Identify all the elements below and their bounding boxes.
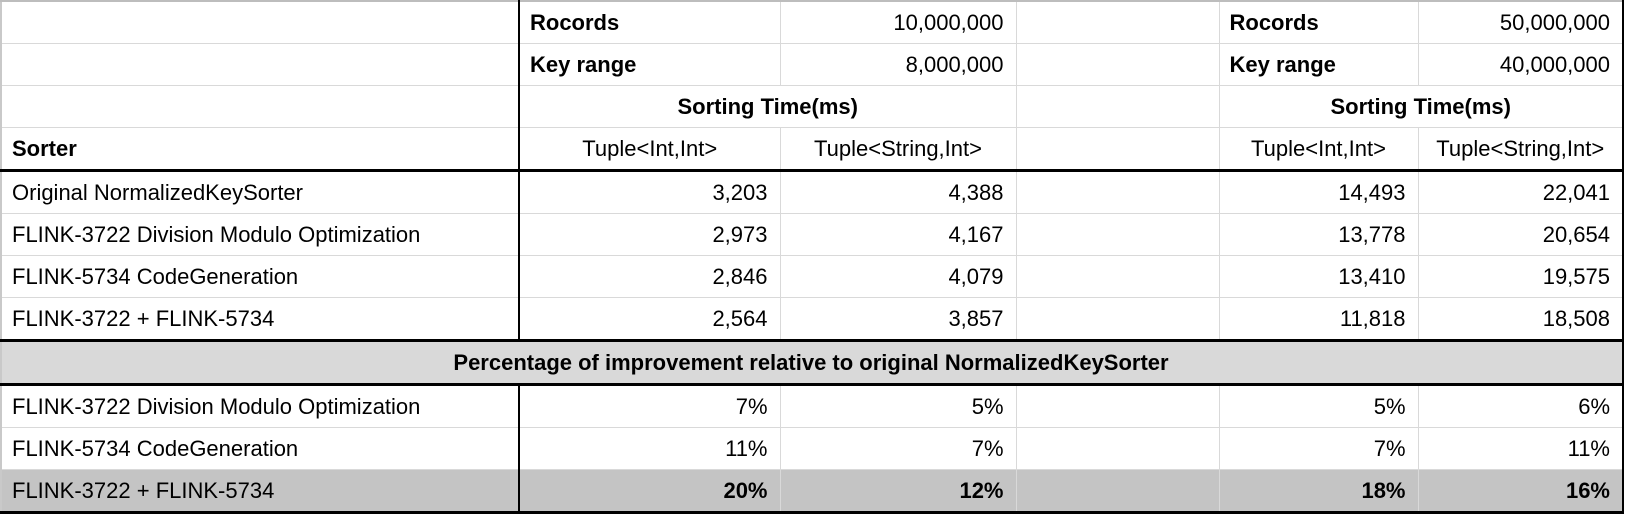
spacer-cell (1015, 297, 1220, 342)
empty-cell (0, 43, 520, 86)
tuple-int-header-right: Tuple<Int,Int> (1218, 127, 1419, 172)
records-label-left: Rocords (518, 0, 781, 44)
improvement-band-row: Percentage of improvement relative to or… (0, 339, 1624, 386)
spacer-cell (1015, 43, 1220, 86)
timing-value-cell: 4,167 (779, 213, 1017, 256)
improvement-value-cell: 5% (779, 384, 1017, 428)
records-value-right: 50,000,000 (1417, 0, 1624, 44)
empty-cell (0, 85, 520, 128)
tuple-int-header-left: Tuple<Int,Int> (518, 127, 781, 172)
timing-row: FLINK-5734 CodeGeneration 2,846 4,079 13… (0, 255, 1624, 298)
improvement-band-title: Percentage of improvement relative to or… (0, 339, 1624, 386)
tuple-string-header-right: Tuple<String,Int> (1417, 127, 1624, 172)
column-header-row: Sorter Tuple<Int,Int> Tuple<String,Int> … (0, 127, 1624, 172)
sorter-name-cell: Original NormalizedKeySorter (0, 170, 520, 214)
spacer-cell (1015, 213, 1220, 256)
sorter-name-cell: FLINK-5734 CodeGeneration (0, 255, 520, 298)
timing-value-cell: 13,778 (1218, 213, 1419, 256)
improvement-value-cell: 11% (518, 427, 781, 470)
timing-value-cell: 3,857 (779, 297, 1017, 342)
sorter-name-cell: FLINK-5734 CodeGeneration (0, 427, 520, 470)
spacer-cell (1015, 255, 1220, 298)
spacer-cell (1015, 427, 1220, 470)
improvement-row-highlighted: FLINK-3722 + FLINK-5734 20% 12% 18% 16% (0, 469, 1624, 514)
spacer-cell (1015, 127, 1220, 172)
improvement-value-cell: 18% (1218, 469, 1419, 514)
spacer-cell (1015, 0, 1220, 44)
improvement-value-cell: 12% (779, 469, 1017, 514)
improvement-row: FLINK-3722 Division Modulo Optimization … (0, 384, 1624, 428)
sorting-time-header-left: Sorting Time(ms) (518, 85, 1017, 128)
improvement-value-cell: 7% (779, 427, 1017, 470)
spacer-cell (1015, 85, 1220, 128)
key-range-label-left: Key range (518, 43, 781, 86)
improvement-value-cell: 5% (1218, 384, 1419, 428)
timing-value-cell: 2,846 (518, 255, 781, 298)
sorter-name-cell: FLINK-3722 Division Modulo Optimization (0, 213, 520, 256)
improvement-value-cell: 7% (518, 384, 781, 428)
timing-value-cell: 2,973 (518, 213, 781, 256)
timing-value-cell: 19,575 (1417, 255, 1624, 298)
sorter-name-cell: FLINK-3722 Division Modulo Optimization (0, 384, 520, 428)
improvement-value-cell: 20% (518, 469, 781, 514)
key-range-value-left: 8,000,000 (779, 43, 1017, 86)
timing-value-cell: 20,654 (1417, 213, 1624, 256)
key-range-label-right: Key range (1218, 43, 1419, 86)
timing-value-cell: 2,564 (518, 297, 781, 342)
timing-value-cell: 14,493 (1218, 170, 1419, 214)
sorter-header: Sorter (0, 127, 520, 172)
sorter-name-cell: FLINK-3722 + FLINK-5734 (0, 297, 520, 342)
spacer-cell (1015, 384, 1220, 428)
spacer-cell (1015, 469, 1220, 514)
improvement-value-cell: 7% (1218, 427, 1419, 470)
timing-row: FLINK-3722 Division Modulo Optimization … (0, 213, 1624, 256)
gridline-cell (1417, 512, 1624, 514)
improvement-value-cell: 6% (1417, 384, 1624, 428)
key-range-value-right: 40,000,000 (1417, 43, 1624, 86)
tuple-string-header-left: Tuple<String,Int> (779, 127, 1017, 172)
records-label-right: Rocords (1218, 0, 1419, 44)
sorting-time-header-right: Sorting Time(ms) (1218, 85, 1624, 128)
timing-value-cell: 4,388 (779, 170, 1017, 214)
timing-value-cell: 4,079 (779, 255, 1017, 298)
spacer-cell (1015, 170, 1220, 214)
records-value-left: 10,000,000 (779, 0, 1017, 44)
timing-value-cell: 13,410 (1218, 255, 1419, 298)
partial-gridline-row (0, 512, 1624, 514)
timing-row: FLINK-3722 + FLINK-5734 2,564 3,857 11,8… (0, 297, 1624, 342)
improvement-value-cell: 16% (1417, 469, 1624, 514)
key-range-row: Key range 8,000,000 Key range 40,000,000 (0, 43, 1624, 86)
timing-value-cell: 3,203 (518, 170, 781, 214)
timing-value-cell: 11,818 (1218, 297, 1419, 342)
sorting-time-header-row: Sorting Time(ms) Sorting Time(ms) (0, 85, 1624, 128)
improvement-value-cell: 11% (1417, 427, 1624, 470)
timing-value-cell: 18,508 (1417, 297, 1624, 342)
empty-cell (0, 0, 520, 44)
improvement-row: FLINK-5734 CodeGeneration 11% 7% 7% 11% (0, 427, 1624, 470)
records-row: Rocords 10,000,000 Rocords 50,000,000 (0, 0, 1624, 44)
timing-row: Original NormalizedKeySorter 3,203 4,388… (0, 170, 1624, 214)
timing-value-cell: 22,041 (1417, 170, 1624, 214)
sorter-name-cell: FLINK-3722 + FLINK-5734 (0, 469, 520, 514)
